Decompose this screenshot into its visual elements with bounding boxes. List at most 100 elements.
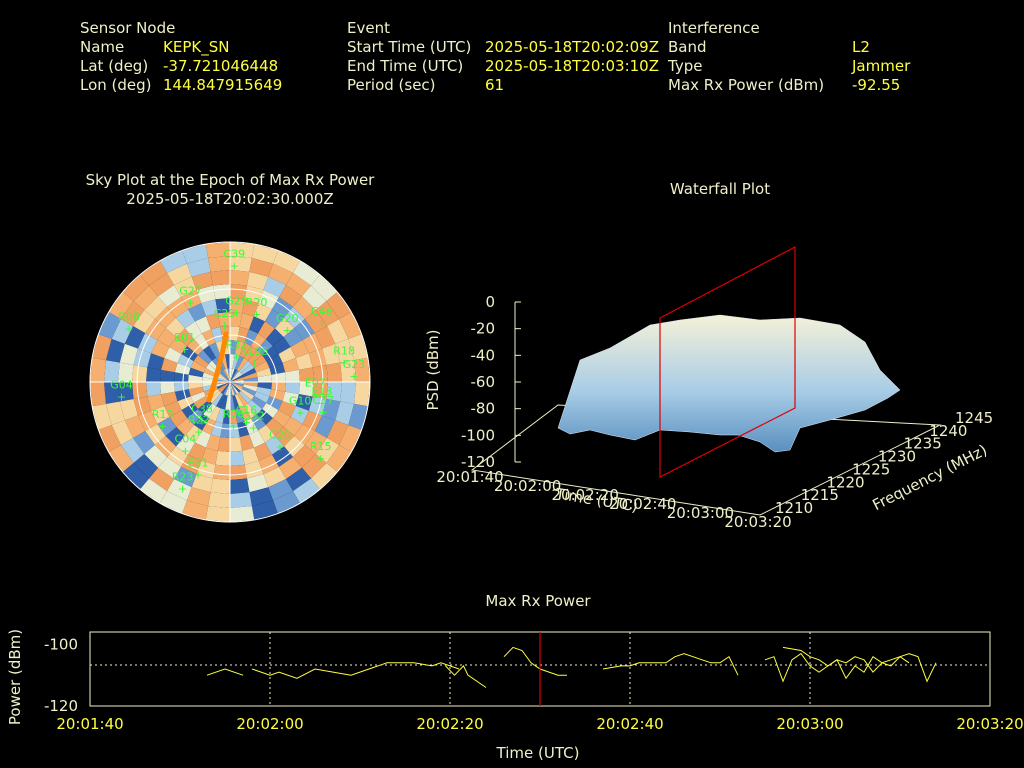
heatmap-cell [230,395,235,410]
heatmap-cell [230,242,255,258]
satellite-marker: + [340,357,349,370]
satellite-marker: + [124,323,133,336]
heatmap-cell [225,354,230,369]
heatmap-cell [188,386,204,397]
satellite-marker: + [197,414,206,427]
x-tick-label: 20:01:40 [436,468,503,486]
heatmap-cell [230,492,252,508]
heatmap-cell [176,309,195,329]
heatmap-cell [302,333,323,354]
heatmap-cell [258,289,279,310]
x-tick-label: 20:02:20 [416,715,483,733]
satellite-label: C04 [175,433,197,446]
heatmap-cell [326,362,342,382]
satellite-label: C37 [312,394,334,407]
heatmap-cell [326,445,352,472]
heatmap-cell [216,379,230,382]
x-tick-label: 20:02:00 [494,477,561,495]
heatmap-cell [258,424,275,443]
heatmap-cell [230,423,240,438]
heatmap-cell [158,457,181,479]
satellite-label: G27 [179,284,202,297]
satellite-marker: + [220,319,229,332]
sensor-node-block: Sensor Node Name KEPK_SN Lat (deg) -37.721… [80,19,282,95]
interference-power-value: -92.55 [852,76,901,94]
heatmap-cell [216,382,230,387]
heatmap-cell [285,369,300,382]
heatmap-cell [230,256,252,272]
satellite-marker: + [319,406,328,419]
heatmap-cell [230,369,239,382]
heatmap-cell [279,285,302,307]
power-series-segment [206,668,244,676]
heatmap-cell [210,270,230,286]
satellite-label: R32 [226,339,248,352]
heatmap-cell [205,242,230,258]
satellite-marker: + [193,469,202,482]
heatmap-cell [104,382,120,404]
heatmap-cell [314,326,336,349]
heatmap-cell [212,464,230,480]
satellite-marker: + [296,407,305,420]
heatmap-cell [244,403,257,419]
heatmap-cell [279,457,302,479]
heatmap-cell [111,420,134,445]
heatmap-cell [133,396,152,416]
heatmap-cell [217,312,230,327]
heatmap-cell [237,326,250,343]
heatmap-cell [249,316,265,334]
heatmap-cell [298,367,314,382]
heatmap-cell [230,371,241,382]
satellite-label: R20 [246,296,268,309]
heatmap-cell [271,382,286,392]
heatmap-cell [144,296,168,320]
heatmap-cell [203,403,216,419]
z-tick-label: -20 [471,320,496,338]
heatmap-cell [251,500,278,520]
heatmap-cell [167,263,192,286]
heatmap-cell [240,364,255,375]
heatmap-cell [230,354,235,369]
heatmap-cell [230,382,244,387]
heatmap-cell [194,333,209,350]
heatmap-cell [283,417,303,436]
heatmap-cell [301,453,327,479]
satellite-r18: R18+ [333,345,355,370]
event-end-label: End Time (UTC) [347,57,464,75]
z-tick-label: 0 [485,293,495,311]
heatmap-cell [195,316,211,334]
heatmap-cell [354,382,370,407]
heatmap-cell [274,317,295,338]
satellite-marker: + [349,370,358,383]
heatmap-cell [256,386,272,397]
satellite-label: G20 [276,312,299,325]
heatmap-cell [118,382,134,402]
heatmap-cell [348,403,368,430]
heatmap-cell [177,396,194,410]
waterfall-zlabel: PSD (dBm) [424,329,442,410]
skyplot: C39+G27+ R20+G29+C29+R08+C46+R18+G23+E01+… [89,241,371,523]
heatmap-cell [216,375,230,382]
satellite-c39: C39+ [223,248,245,273]
heatmap-cell [140,260,167,286]
satellite-marker: + [117,390,126,403]
heatmap-cell [196,285,216,304]
y-tick-label: 1220 [826,473,864,491]
interference-heading: Interference [668,19,760,37]
heatmap-cell [322,399,341,421]
heatmap-cell [230,450,245,466]
heatmap-cell [263,276,286,298]
heatmap-cell [254,391,270,403]
heatmap-cell [247,349,263,365]
y-tick-label: 1240 [929,422,967,440]
heatmap-cell [222,409,230,424]
heatmap-cell [151,405,170,424]
event-start-label: Start Time (UTC) [347,38,472,56]
x-tick-label: 20:01:40 [56,715,123,733]
satellite-r13: R13+ [152,408,174,433]
heatmap-cell [258,321,275,340]
heatmap-cell [295,353,313,370]
heatmap-cell [230,377,244,382]
waterfall-z-ticks: 0 -20 -40 -60 -80 -100 -120 [461,293,521,471]
heatmap-cell [140,478,167,504]
